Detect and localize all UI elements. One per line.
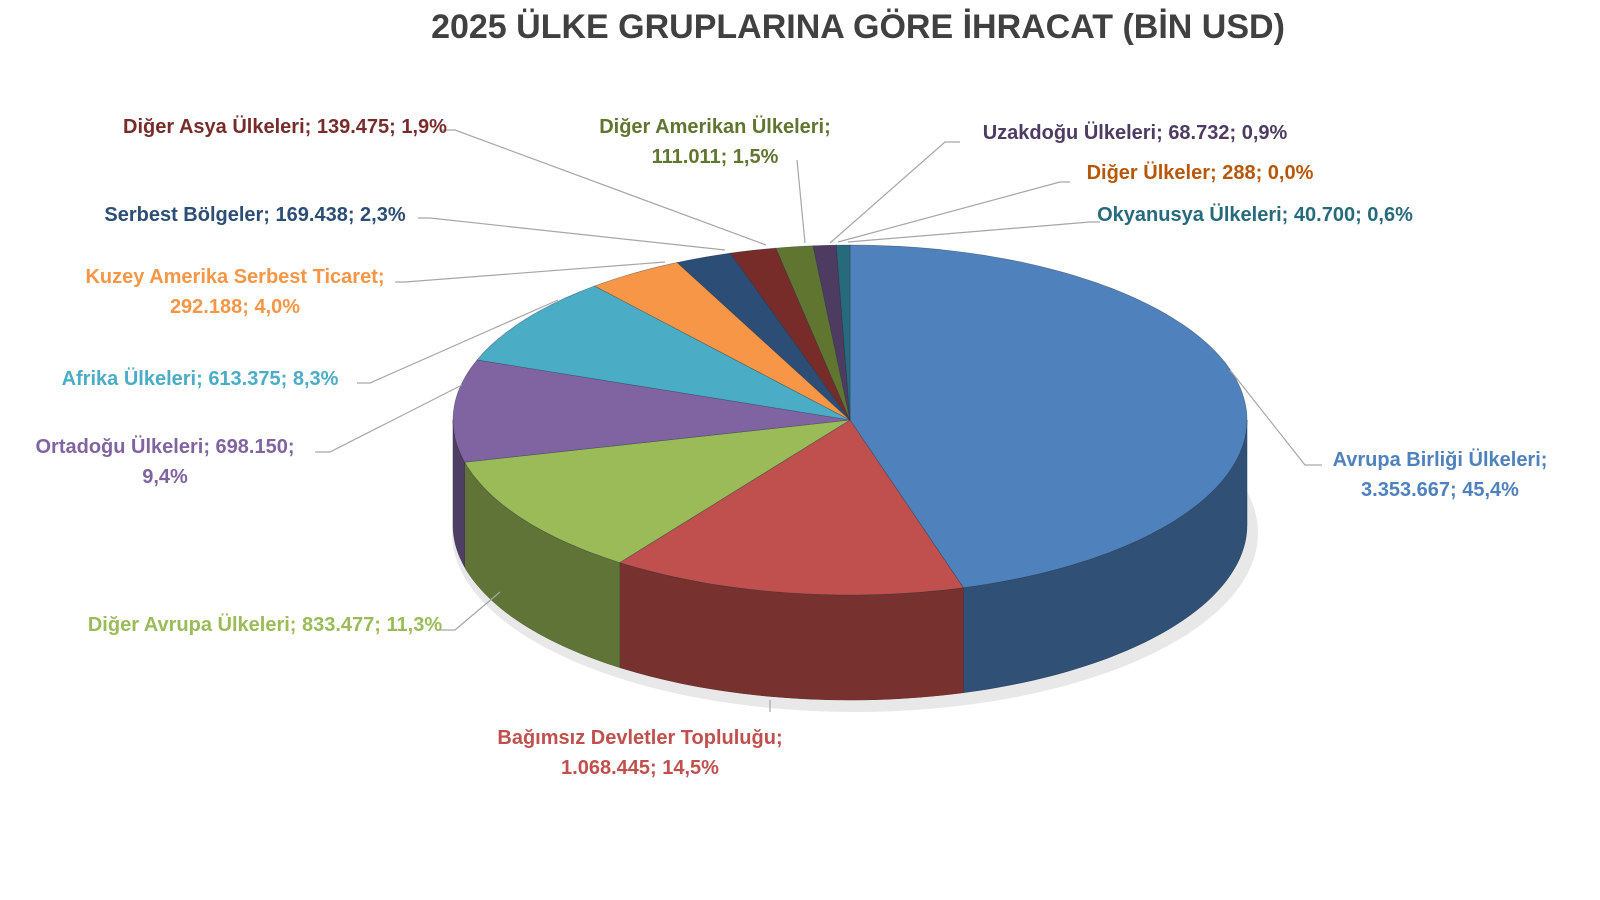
- leader-line: [796, 159, 806, 244]
- label-value-label: 40.700;: [1293, 204, 1368, 226]
- label-percent: 9,4%: [142, 466, 188, 488]
- label-percent: 2,3%: [360, 204, 406, 226]
- label-percent: 1,5%: [732, 146, 779, 168]
- label-value-label: 3.353.667;: [1361, 479, 1463, 501]
- pie-slice[interactable]: [452, 359, 851, 463]
- leader-line: [418, 217, 726, 251]
- data-label: Ortadoğu Ülkeleri; 698.150; 9,4%: [10, 432, 320, 492]
- label-name: Bağımsız Devletler Topluluğu;: [497, 727, 783, 749]
- leader-line: [357, 299, 559, 384]
- label-percent: 0,6%: [1367, 204, 1413, 226]
- pie-slice[interactable]: [676, 252, 851, 421]
- label-percent: 45,4%: [1462, 479, 1519, 501]
- pie-slice[interactable]: [729, 247, 851, 421]
- pie-slice[interactable]: [618, 419, 964, 596]
- label-percent: 8,3%: [292, 368, 339, 390]
- label-value-label: 139.475;: [316, 116, 402, 138]
- label-name: Ortadoğu Ülkeleri;: [35, 436, 216, 458]
- label-value-label: 833.477;: [302, 614, 387, 636]
- data-label: Bağımsız Devletler Topluluğu; 1.068.445;…: [470, 723, 810, 783]
- data-label: Diğer Asya Ülkeleri; 139.475; 1,9%: [110, 112, 460, 142]
- label-percent: 11,3%: [386, 614, 443, 636]
- leader-line: [440, 129, 767, 246]
- label-percent: 1,9%: [401, 116, 447, 138]
- label-name: Diğer Avrupa Ülkeleri;: [87, 614, 302, 636]
- label-percent: 4,0%: [254, 296, 301, 318]
- label-percent: 14,5%: [662, 757, 719, 779]
- label-name: Afrika Ülkeleri;: [61, 368, 209, 390]
- leader-line: [837, 181, 1070, 243]
- label-name: Diğer Asya Ülkeleri;: [123, 116, 317, 138]
- pie-slice[interactable]: [464, 419, 851, 563]
- data-label: Serbest Bölgeler; 169.438; 2,3%: [80, 200, 430, 230]
- data-label: Okyanusya Ülkeleri; 40.700; 0,6%: [1095, 200, 1415, 230]
- label-name: Diğer Ülkeler;: [1086, 162, 1223, 184]
- label-name: Serbest Bölgeler;: [104, 204, 276, 226]
- label-value-label: 68.732;: [1168, 122, 1242, 144]
- pie-slice[interactable]: [835, 244, 851, 421]
- data-label: Uzakdoğu Ülkeleri; 68.732; 0,9%: [960, 118, 1310, 148]
- label-name: Avrupa Birliği Ülkeleri;: [1332, 449, 1548, 471]
- data-label: Diğer Avrupa Ülkeleri; 833.477; 11,3%: [80, 610, 450, 640]
- data-label: Kuzey Amerika Serbest Ticaret; 292.188; …: [60, 262, 410, 322]
- label-name: Okyanusya Ülkeleri;: [1097, 204, 1294, 226]
- leader-line: [395, 261, 666, 283]
- label-percent: 0,0%: [1267, 162, 1314, 184]
- leader-line: [829, 141, 960, 244]
- label-value-label: 1.068.445;: [561, 757, 663, 779]
- chart-title: 2025 ÜLKE GRUPLARINA GÖRE İHRACAT (BİN U…: [431, 8, 1285, 46]
- data-label: Afrika Ülkeleri; 613.375; 8,3%: [30, 364, 370, 394]
- label-name: Diğer Amerikan Ülkeleri;: [599, 116, 831, 138]
- label-name: Kuzey Amerika Serbest Ticaret;: [85, 266, 385, 288]
- pie-slice[interactable]: [593, 262, 851, 421]
- pie-slice[interactable]: [849, 244, 1248, 589]
- data-label: Diğer Ülkeler; 288; 0,0%: [1065, 158, 1335, 188]
- label-value-label: 288;: [1222, 162, 1268, 184]
- leader-line: [1229, 369, 1322, 466]
- data-label: Avrupa Birliği Ülkeleri; 3.353.667; 45,4…: [1310, 445, 1570, 505]
- label-value-label: 292.188;: [169, 296, 255, 318]
- leader-line: [315, 384, 463, 453]
- label-value-label: 698.150;: [215, 436, 295, 458]
- pie-slice[interactable]: [476, 285, 851, 421]
- leader-line: [440, 591, 501, 631]
- label-value-label: 111.011;: [651, 146, 733, 168]
- data-label: Diğer Amerikan Ülkeleri; 111.011; 1,5%: [580, 112, 850, 172]
- label-name: Uzakdoğu Ülkeleri;: [982, 122, 1169, 144]
- label-percent: 0,9%: [1241, 122, 1288, 144]
- label-value-label: 169.438;: [275, 204, 361, 226]
- label-value-label: 613.375;: [208, 368, 293, 390]
- leader-line: [847, 221, 1100, 243]
